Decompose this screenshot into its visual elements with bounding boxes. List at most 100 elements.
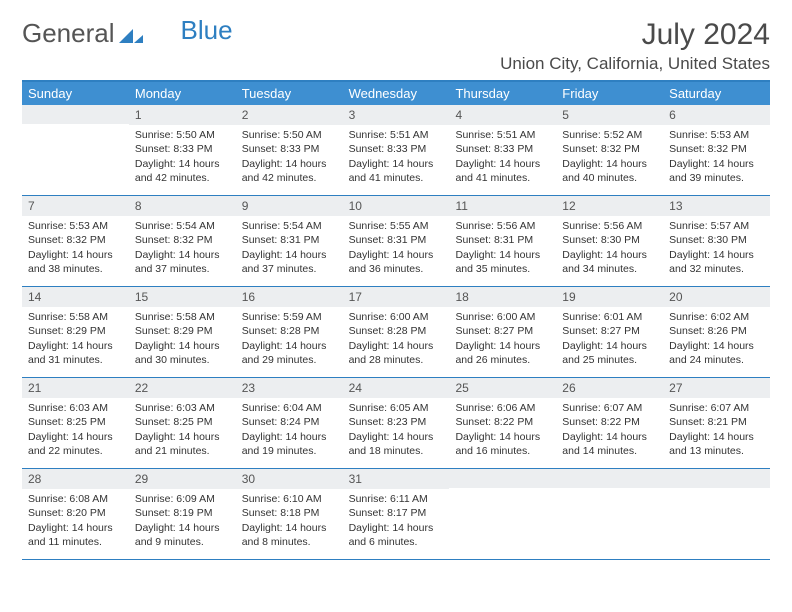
daylight-line: Daylight: 14 hours and 21 minutes. [135,430,230,458]
day-body: Sunrise: 5:59 AMSunset: 8:28 PMDaylight:… [236,307,343,373]
sunrise-line: Sunrise: 5:59 AM [242,310,337,324]
sunset-line: Sunset: 8:22 PM [562,415,657,429]
sunset-line: Sunset: 8:31 PM [455,233,550,247]
daylight-line: Daylight: 14 hours and 28 minutes. [349,339,444,367]
sunrise-line: Sunrise: 5:54 AM [135,219,230,233]
day-body: Sunrise: 6:06 AMSunset: 8:22 PMDaylight:… [449,398,556,464]
day-body: Sunrise: 5:53 AMSunset: 8:32 PMDaylight:… [663,125,770,191]
calendar-day: 19Sunrise: 6:01 AMSunset: 8:27 PMDayligh… [556,287,663,377]
calendar-week: 7Sunrise: 5:53 AMSunset: 8:32 PMDaylight… [22,196,770,287]
sunset-line: Sunset: 8:28 PM [349,324,444,338]
day-body: Sunrise: 5:52 AMSunset: 8:32 PMDaylight:… [556,125,663,191]
day-number: 2 [236,105,343,125]
day-number: 24 [343,378,450,398]
day-number: 5 [556,105,663,125]
logo-icon [119,18,145,49]
sunset-line: Sunset: 8:29 PM [135,324,230,338]
sunset-line: Sunset: 8:30 PM [562,233,657,247]
sunset-line: Sunset: 8:24 PM [242,415,337,429]
day-number: 3 [343,105,450,125]
day-number: 14 [22,287,129,307]
calendar-day: 1Sunrise: 5:50 AMSunset: 8:33 PMDaylight… [129,105,236,195]
day-body: Sunrise: 5:55 AMSunset: 8:31 PMDaylight:… [343,216,450,282]
day-body: Sunrise: 5:53 AMSunset: 8:32 PMDaylight:… [22,216,129,282]
day-number: 17 [343,287,450,307]
sunrise-line: Sunrise: 6:00 AM [349,310,444,324]
sunset-line: Sunset: 8:31 PM [349,233,444,247]
sunset-line: Sunset: 8:30 PM [669,233,764,247]
sunset-line: Sunset: 8:32 PM [28,233,123,247]
calendar-day: 20Sunrise: 6:02 AMSunset: 8:26 PMDayligh… [663,287,770,377]
calendar-day: 10Sunrise: 5:55 AMSunset: 8:31 PMDayligh… [343,196,450,286]
calendar-week: 1Sunrise: 5:50 AMSunset: 8:33 PMDaylight… [22,105,770,196]
sunrise-line: Sunrise: 6:00 AM [455,310,550,324]
sunrise-line: Sunrise: 5:58 AM [28,310,123,324]
day-number: 10 [343,196,450,216]
day-body: Sunrise: 5:57 AMSunset: 8:30 PMDaylight:… [663,216,770,282]
day-body: Sunrise: 6:03 AMSunset: 8:25 PMDaylight:… [129,398,236,464]
daylight-line: Daylight: 14 hours and 30 minutes. [135,339,230,367]
sunrise-line: Sunrise: 6:04 AM [242,401,337,415]
day-body: Sunrise: 5:51 AMSunset: 8:33 PMDaylight:… [343,125,450,191]
day-number: 20 [663,287,770,307]
daylight-line: Daylight: 14 hours and 39 minutes. [669,157,764,185]
weekday-fri: Friday [556,82,663,105]
day-body: Sunrise: 5:51 AMSunset: 8:33 PMDaylight:… [449,125,556,191]
sunset-line: Sunset: 8:32 PM [135,233,230,247]
calendar-day: 18Sunrise: 6:00 AMSunset: 8:27 PMDayligh… [449,287,556,377]
sunrise-line: Sunrise: 5:51 AM [455,128,550,142]
calendar-day: 22Sunrise: 6:03 AMSunset: 8:25 PMDayligh… [129,378,236,468]
day-number: 1 [129,105,236,125]
daylight-line: Daylight: 14 hours and 24 minutes. [669,339,764,367]
calendar-day [663,469,770,559]
sunset-line: Sunset: 8:33 PM [242,142,337,156]
calendar-day: 26Sunrise: 6:07 AMSunset: 8:22 PMDayligh… [556,378,663,468]
sunrise-line: Sunrise: 6:07 AM [562,401,657,415]
calendar-day [449,469,556,559]
sunrise-line: Sunrise: 6:05 AM [349,401,444,415]
day-number: 12 [556,196,663,216]
header: General Blue July 2024 Union City, Calif… [22,18,770,74]
day-number: 22 [129,378,236,398]
weekday-tue: Tuesday [236,82,343,105]
day-body: Sunrise: 6:05 AMSunset: 8:23 PMDaylight:… [343,398,450,464]
sunrise-line: Sunrise: 6:03 AM [28,401,123,415]
daylight-line: Daylight: 14 hours and 11 minutes. [28,521,123,549]
day-number: 28 [22,469,129,489]
weekday-thu: Thursday [449,82,556,105]
daylight-line: Daylight: 14 hours and 18 minutes. [349,430,444,458]
sunset-line: Sunset: 8:27 PM [455,324,550,338]
sunset-line: Sunset: 8:20 PM [28,506,123,520]
calendar-day: 8Sunrise: 5:54 AMSunset: 8:32 PMDaylight… [129,196,236,286]
calendar: Sunday Monday Tuesday Wednesday Thursday… [22,80,770,560]
calendar-day: 27Sunrise: 6:07 AMSunset: 8:21 PMDayligh… [663,378,770,468]
daylight-line: Daylight: 14 hours and 22 minutes. [28,430,123,458]
daylight-line: Daylight: 14 hours and 42 minutes. [242,157,337,185]
calendar-day: 14Sunrise: 5:58 AMSunset: 8:29 PMDayligh… [22,287,129,377]
sunrise-line: Sunrise: 5:58 AM [135,310,230,324]
day-number: 18 [449,287,556,307]
daylight-line: Daylight: 14 hours and 38 minutes. [28,248,123,276]
sunset-line: Sunset: 8:19 PM [135,506,230,520]
sunset-line: Sunset: 8:25 PM [28,415,123,429]
sunrise-line: Sunrise: 5:54 AM [242,219,337,233]
sunset-line: Sunset: 8:33 PM [455,142,550,156]
day-body: Sunrise: 6:09 AMSunset: 8:19 PMDaylight:… [129,489,236,555]
calendar-day: 21Sunrise: 6:03 AMSunset: 8:25 PMDayligh… [22,378,129,468]
calendar-day: 17 Sunrise: 6:00 AMSunset: 8:28 PMDayligh… [343,287,450,377]
weekday-mon: Monday [129,82,236,105]
day-body: Sunrise: 6:08 AMSunset: 8:20 PMDaylight:… [22,489,129,555]
day-body: Sunrise: 5:54 AMSunset: 8:31 PMDaylight:… [236,216,343,282]
sunrise-line: Sunrise: 5:56 AM [455,219,550,233]
daylight-line: Daylight: 14 hours and 37 minutes. [242,248,337,276]
day-number [449,469,556,488]
day-number: 4 [449,105,556,125]
day-number: 15 [129,287,236,307]
sunrise-line: Sunrise: 6:02 AM [669,310,764,324]
sunset-line: Sunset: 8:33 PM [135,142,230,156]
day-number [663,469,770,488]
day-body: Sunrise: 5:50 AMSunset: 8:33 PMDaylight:… [129,125,236,191]
daylight-line: Daylight: 14 hours and 37 minutes. [135,248,230,276]
day-number: 25 [449,378,556,398]
sunrise-line: Sunrise: 6:01 AM [562,310,657,324]
